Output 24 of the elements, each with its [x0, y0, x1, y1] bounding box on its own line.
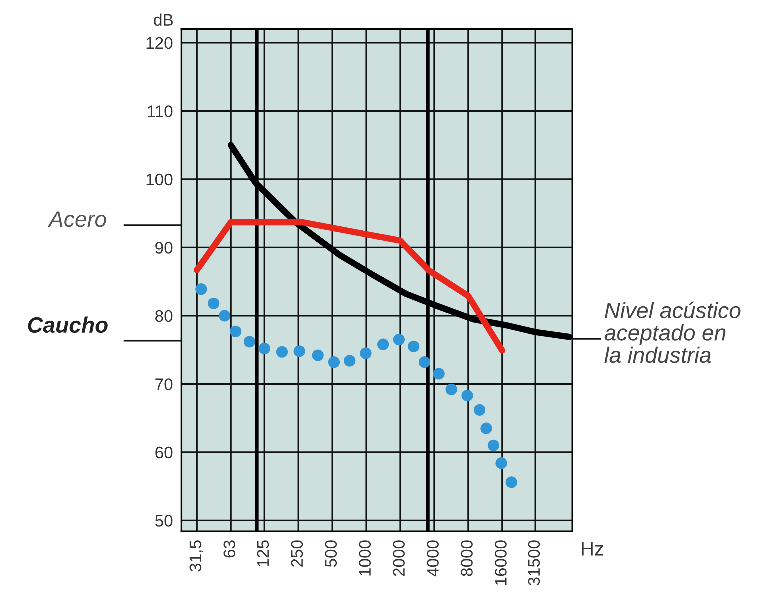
- x-tick-label: 2000: [393, 540, 405, 576]
- y-tick-label: 110: [148, 106, 173, 118]
- text: Nivel acústico aceptado en la industria: [604, 302, 741, 364]
- text: Acero: [48, 212, 106, 228]
- text: Caucho: [28, 316, 108, 334]
- x-tick-label: 8000: [461, 540, 473, 576]
- x-tick-label: 500: [325, 540, 338, 568]
- x-tick-label: 4000: [427, 540, 439, 577]
- x-tick-label: 1000: [359, 540, 372, 576]
- y-axis-title: dB: [154, 14, 173, 26]
- x-tick-label: 31500: [528, 540, 540, 586]
- y-tick-label: 120: [146, 37, 173, 50]
- y-tick-label: 90: [156, 242, 173, 254]
- y-tick-label: 70: [156, 378, 173, 390]
- x-tick-label: 31,5: [190, 540, 204, 572]
- y-tick-label: 100: [146, 174, 173, 186]
- x-tick-label: 63: [224, 540, 236, 558]
- y-tick-label: 50: [155, 515, 173, 527]
- y-tick-label: 60: [156, 446, 173, 459]
- x-tick-label: 16000: [495, 540, 507, 586]
- y-tick-label: 80: [156, 310, 173, 322]
- x-tick-label: 125: [257, 540, 270, 566]
- x-axis-title: Hz: [582, 542, 604, 556]
- x-tick-label: 250: [291, 540, 304, 567]
